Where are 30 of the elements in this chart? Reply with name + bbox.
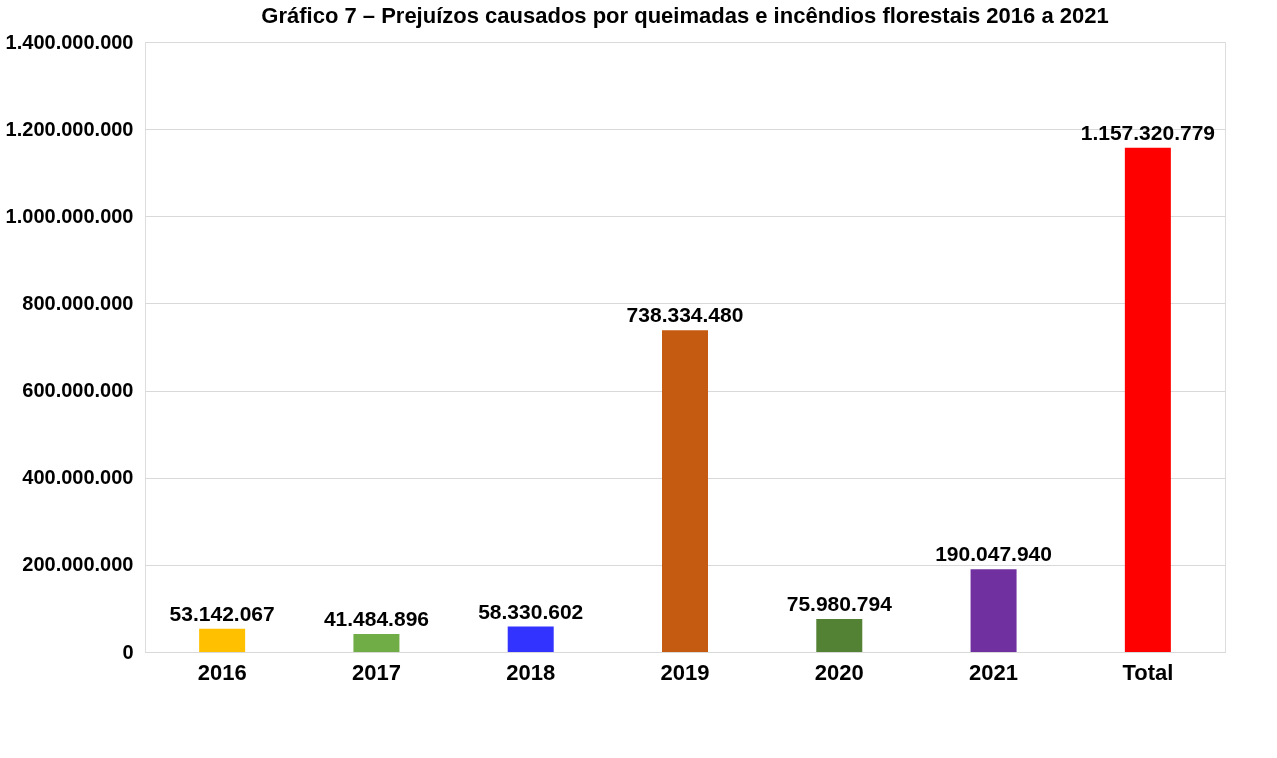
x-tick-label: 2018 <box>506 659 556 685</box>
data-label: 1.157.320.779 <box>1080 120 1216 144</box>
y-tick-label: 600.000.000 <box>22 379 134 402</box>
y-tick-label: 1.000.000.000 <box>5 204 134 227</box>
y-tick-label: 800.000.000 <box>22 291 134 314</box>
chart-title: Gráfico 7 – Prejuízos causados por queimadas e incêndios florestais 2016 a 2021 <box>261 3 1109 28</box>
y-tick-label: 1.200.000.000 <box>5 117 134 140</box>
y-tick-label: 200.000.000 <box>22 553 134 576</box>
x-tick-label: 2017 <box>351 659 401 685</box>
bar <box>1124 147 1171 652</box>
y-tick-label: 400.000.000 <box>22 466 134 489</box>
data-label: 53.142.067 <box>169 601 275 625</box>
y-tick-label: 1.400.000.000 <box>5 30 134 53</box>
data-label: 58.330.602 <box>478 599 584 623</box>
x-tick-label: 2019 <box>660 659 710 685</box>
data-label: 41.484.896 <box>323 606 429 630</box>
data-label: 738.334.480 <box>626 303 744 327</box>
x-tick-label: Total <box>1122 659 1174 685</box>
bar <box>816 618 863 652</box>
bar <box>353 633 400 652</box>
data-label: 75.980.794 <box>786 591 893 615</box>
y-tick-label: 0 <box>122 640 134 663</box>
bar <box>970 569 1017 652</box>
bar <box>662 330 708 652</box>
bar <box>199 628 246 652</box>
x-tick-label: 2016 <box>197 659 247 685</box>
x-tick-label: 2020 <box>814 659 864 685</box>
bar <box>507 626 554 652</box>
x-tick-label: 2021 <box>969 659 1019 685</box>
data-label: 190.047.940 <box>935 542 1052 566</box>
